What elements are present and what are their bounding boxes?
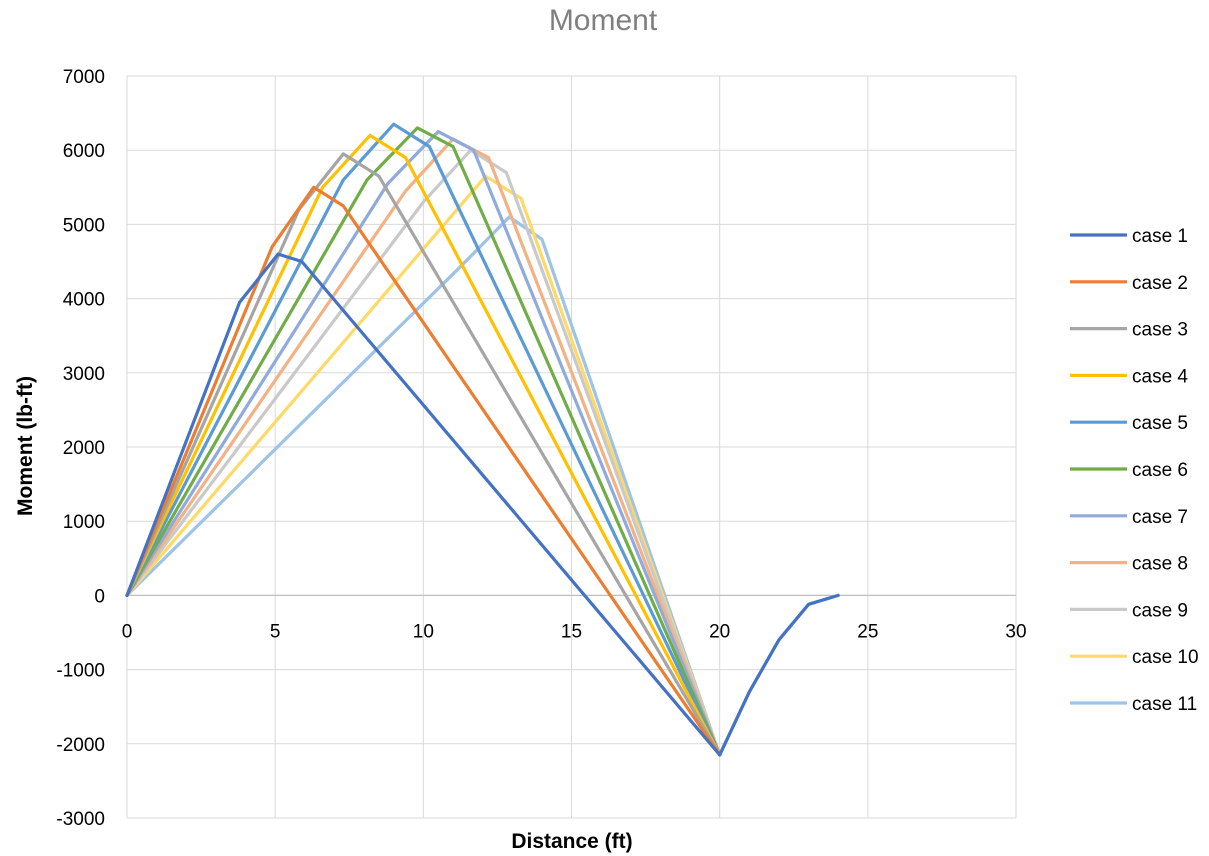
legend-label: case 2 (1132, 273, 1188, 294)
legend-label: case 6 (1132, 460, 1188, 481)
series-line-case-5 (125, 122, 722, 757)
legend-label: case 7 (1132, 507, 1188, 528)
legend-label: case 8 (1132, 554, 1188, 575)
legend-label: case 10 (1132, 647, 1199, 668)
y-tick-label: 1000 (63, 512, 105, 533)
series-line-case-11 (125, 215, 840, 757)
series-lines (125, 122, 840, 757)
y-tick-label: 5000 (63, 215, 105, 236)
x-tick-label: 30 (1005, 621, 1026, 642)
series-line-case-1 (125, 252, 840, 757)
x-tick-label: 0 (122, 621, 133, 642)
y-tick-label: -3000 (56, 809, 105, 830)
y-axis-title: Moment (lb-ft) (14, 376, 37, 516)
tick-labels: 7000 6000 5000 4000 3000 2000 1000 0 -1000 -2000 -… (56, 67, 1026, 830)
y-tick-label: 6000 (63, 141, 105, 162)
series-line-case-6 (125, 126, 722, 757)
legend-label: case 3 (1132, 320, 1188, 341)
x-tick-label: 10 (413, 621, 434, 642)
series-line-case-3 (125, 152, 722, 757)
legend-label: case 5 (1132, 413, 1188, 434)
y-tick-label: 0 (94, 586, 105, 607)
y-tick-label: 2000 (63, 438, 105, 459)
y-tick-label: -2000 (56, 735, 105, 756)
series-line-case-4 (125, 133, 722, 757)
series-line-case-7 (125, 130, 722, 757)
legend-label: case 9 (1132, 600, 1188, 621)
x-tick-label: 15 (561, 621, 582, 642)
x-tick-label: 5 (270, 621, 281, 642)
chart-title: Moment (549, 4, 658, 37)
legend-label: case 11 (1132, 694, 1197, 715)
legend: case 1 case 2 case 3 case 4 case 5 case 6 case… (1070, 226, 1199, 715)
series-line-case-2 (125, 185, 722, 757)
x-tick-label: 20 (709, 621, 730, 642)
y-tick-label: 3000 (63, 364, 105, 385)
y-tick-label: 7000 (63, 67, 105, 88)
x-axis-title: Distance (ft) (511, 830, 632, 853)
legend-label: case 1 (1132, 226, 1188, 247)
legend-label: case 4 (1132, 366, 1188, 387)
x-tick-label: 25 (857, 621, 878, 642)
y-tick-label: 4000 (63, 290, 105, 311)
y-tick-label: -1000 (56, 661, 105, 682)
